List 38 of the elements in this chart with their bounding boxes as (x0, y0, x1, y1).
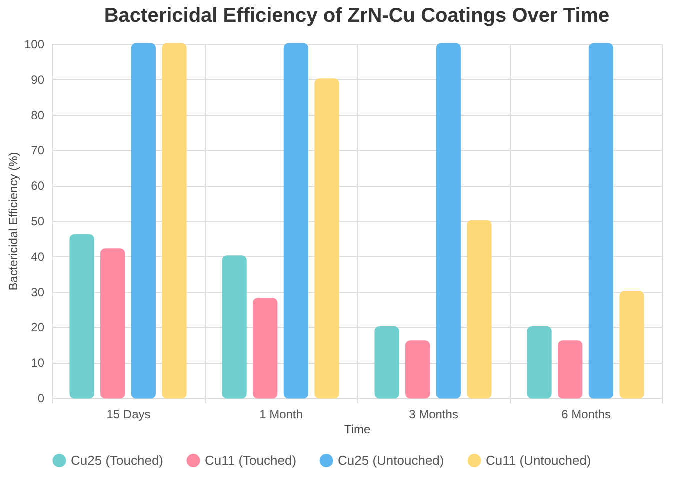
bar (620, 291, 644, 399)
y-tick-label: 30 (31, 285, 45, 300)
bar (374, 326, 400, 399)
y-tick-label: 70 (31, 144, 45, 158)
bar (436, 43, 461, 399)
y-tick-label: 80 (31, 108, 45, 122)
bar (588, 43, 614, 399)
y-tick-label: 60 (31, 179, 45, 194)
y-axis-title: Bactericidal Efficiency (%) (6, 152, 20, 291)
bar (100, 248, 126, 399)
legend-label: Cu11 (Touched) (205, 452, 297, 468)
bar (467, 220, 492, 399)
bar (558, 340, 583, 399)
chart-title: Bactericidal Efficiency of ZrN-Cu Coatings Over Time (104, 5, 610, 27)
y-tick-label: 50 (31, 214, 45, 228)
bar (222, 256, 247, 399)
bar (527, 326, 552, 399)
bar (284, 43, 308, 399)
y-tick-label: 100 (24, 38, 45, 52)
y-tick-label: 20 (31, 320, 45, 335)
legend-label: Cu11 (Untouched) (486, 452, 592, 468)
x-tick-label: 3 Months (409, 408, 458, 422)
bar (314, 78, 340, 399)
x-tick-label: 6 Months (562, 408, 611, 422)
bar (253, 298, 278, 399)
bar (131, 43, 156, 399)
x-tick-label: 15 Days (106, 408, 151, 422)
legend-label: Cu25 (Untouched) (338, 452, 444, 468)
bar (70, 234, 94, 399)
y-tick-label: 90 (31, 72, 45, 87)
y-tick-label: 0 (38, 392, 45, 406)
legend-label: Cu25 (Touched) (71, 452, 164, 468)
y-tick-label: 40 (31, 250, 45, 264)
x-tick-label: 1 Month (260, 408, 303, 422)
x-axis-title: Time (344, 422, 371, 436)
bar (406, 340, 430, 399)
y-tick-label: 10 (31, 356, 45, 370)
bar (162, 43, 187, 399)
